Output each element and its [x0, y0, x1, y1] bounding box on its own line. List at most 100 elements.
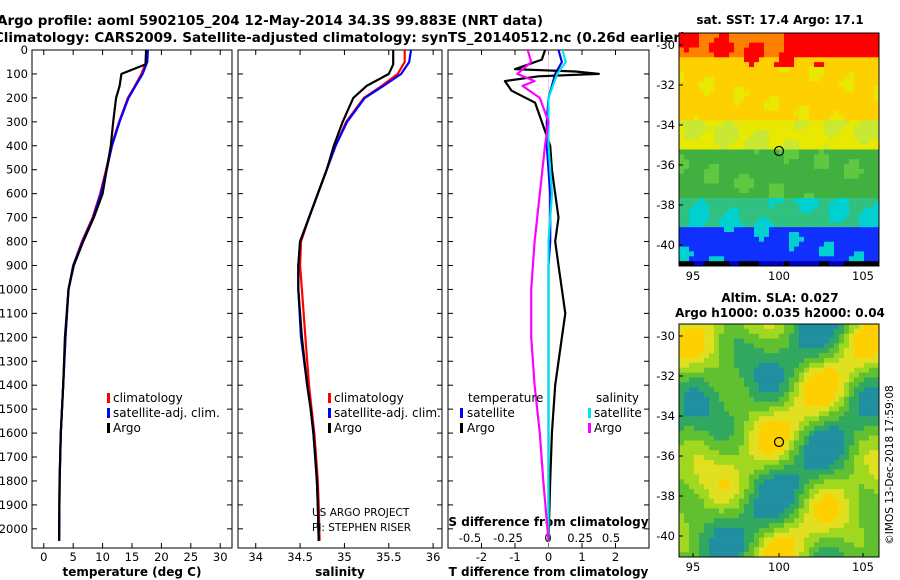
map-cell — [729, 159, 735, 165]
map-cell — [729, 357, 735, 364]
map-cell — [809, 532, 815, 538]
map-cell — [809, 33, 815, 39]
legend-swatch-climatology — [328, 393, 331, 403]
map-cell — [844, 357, 850, 364]
map-cell — [764, 91, 770, 97]
map-cell — [729, 120, 735, 126]
map-cell — [814, 391, 820, 398]
map-cell — [819, 425, 825, 432]
map-cell — [794, 357, 800, 364]
map-cell — [869, 173, 875, 179]
map-cell — [739, 357, 745, 364]
map-cell — [814, 396, 820, 402]
map-cell — [814, 542, 820, 548]
map-cell — [749, 159, 755, 165]
map-cell — [854, 149, 860, 155]
map-cell — [699, 493, 705, 500]
map-cell — [804, 391, 810, 398]
map-cell — [739, 387, 745, 393]
map-cell — [814, 416, 820, 422]
map-cell — [869, 406, 875, 412]
map-cell — [829, 324, 835, 330]
map-cell — [769, 207, 775, 213]
x-tick-label: 5 — [70, 550, 77, 564]
map-cell — [679, 455, 685, 461]
map-cell — [679, 47, 685, 53]
map-cell — [774, 333, 780, 339]
map-cell — [774, 377, 780, 383]
map-cell — [849, 125, 855, 131]
map-cell — [709, 338, 715, 344]
map-cell — [684, 372, 690, 378]
map-cell — [844, 542, 850, 548]
map-cell — [774, 183, 780, 189]
map-cell — [774, 91, 780, 97]
map-cell — [749, 232, 755, 238]
map-cell — [809, 547, 815, 553]
map-cell — [739, 367, 745, 373]
map-cell — [684, 479, 690, 485]
map-cell — [849, 338, 855, 344]
map-cell — [789, 537, 795, 543]
map-cell — [749, 479, 755, 485]
map-cell — [814, 338, 820, 344]
map-cell — [849, 498, 855, 504]
map-cell — [874, 391, 880, 398]
map-cell — [809, 207, 815, 213]
map-cell — [779, 527, 785, 534]
map-cell — [714, 324, 720, 330]
map-cell — [754, 357, 760, 364]
map-cell — [764, 372, 770, 378]
map-cell — [794, 445, 800, 451]
map-cell — [799, 251, 805, 257]
map-cell — [714, 469, 720, 475]
map-cell — [719, 343, 725, 349]
map-cell — [764, 396, 770, 402]
map-cell — [704, 508, 710, 514]
map-cell — [874, 110, 880, 116]
map-cell — [864, 188, 870, 194]
map-cell — [724, 459, 730, 466]
map-cell — [739, 120, 745, 126]
map-cell — [814, 532, 820, 538]
map-cell — [839, 532, 845, 538]
map-cell — [784, 251, 790, 257]
map-cell — [849, 523, 855, 529]
map-cell — [734, 33, 740, 39]
map-cell — [849, 362, 855, 368]
map-cell — [744, 372, 750, 378]
map-cell — [779, 251, 785, 257]
map-cell — [704, 134, 710, 141]
map-cell — [834, 440, 840, 446]
map-cell — [859, 537, 865, 543]
map-cell — [794, 391, 800, 398]
map-cell — [679, 125, 685, 131]
depth-tick-label: 800 — [6, 235, 28, 249]
map-cell — [709, 479, 715, 485]
map-cell — [744, 193, 750, 199]
map-cell — [739, 425, 745, 432]
map-cell — [829, 338, 835, 344]
map-cell — [834, 222, 840, 228]
map-cell — [694, 377, 700, 383]
map-cell — [689, 42, 695, 48]
map-cell — [839, 193, 845, 199]
map-cell — [839, 52, 845, 58]
map-cell — [819, 498, 825, 504]
map-cell — [859, 173, 865, 179]
map-cell — [779, 382, 785, 388]
map-cell — [749, 459, 755, 466]
map-cell — [684, 537, 690, 543]
map-cell — [844, 232, 850, 238]
map-cell — [684, 188, 690, 194]
map-cell — [694, 188, 700, 194]
map-cell — [769, 246, 775, 252]
map-cell — [854, 552, 860, 558]
legend-swatch-argo — [328, 423, 331, 433]
map-cell — [739, 377, 745, 383]
map-cell — [784, 71, 790, 77]
map-cell — [754, 440, 760, 446]
map-cell — [844, 445, 850, 451]
map-cell — [864, 154, 870, 160]
map-cell — [709, 474, 715, 480]
